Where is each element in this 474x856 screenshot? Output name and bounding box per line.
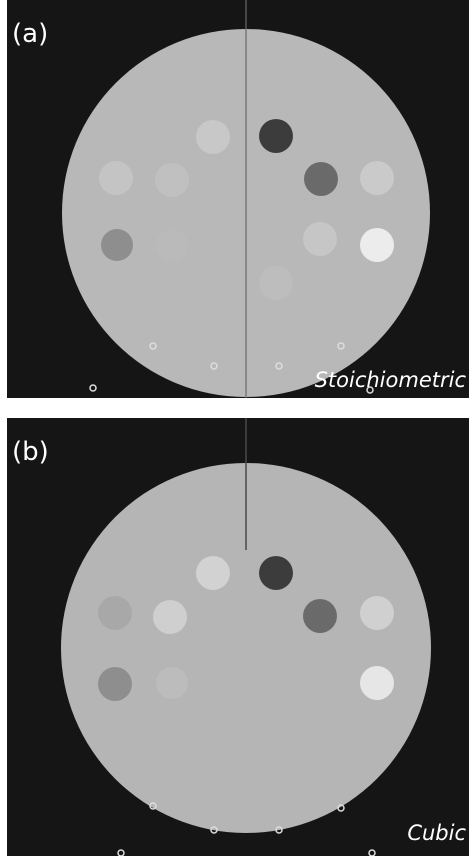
panel-b: (b) Cubic bbox=[7, 418, 469, 856]
figure: (a) Stoichiometric (b) Cubic bbox=[0, 0, 474, 856]
panel-label: (b) bbox=[12, 437, 49, 467]
panel-label: (a) bbox=[12, 19, 48, 49]
panel-caption: Cubic bbox=[407, 821, 466, 845]
panel-a: (a) Stoichiometric bbox=[7, 0, 469, 398]
panel-caption: Stoichiometric bbox=[315, 368, 467, 392]
